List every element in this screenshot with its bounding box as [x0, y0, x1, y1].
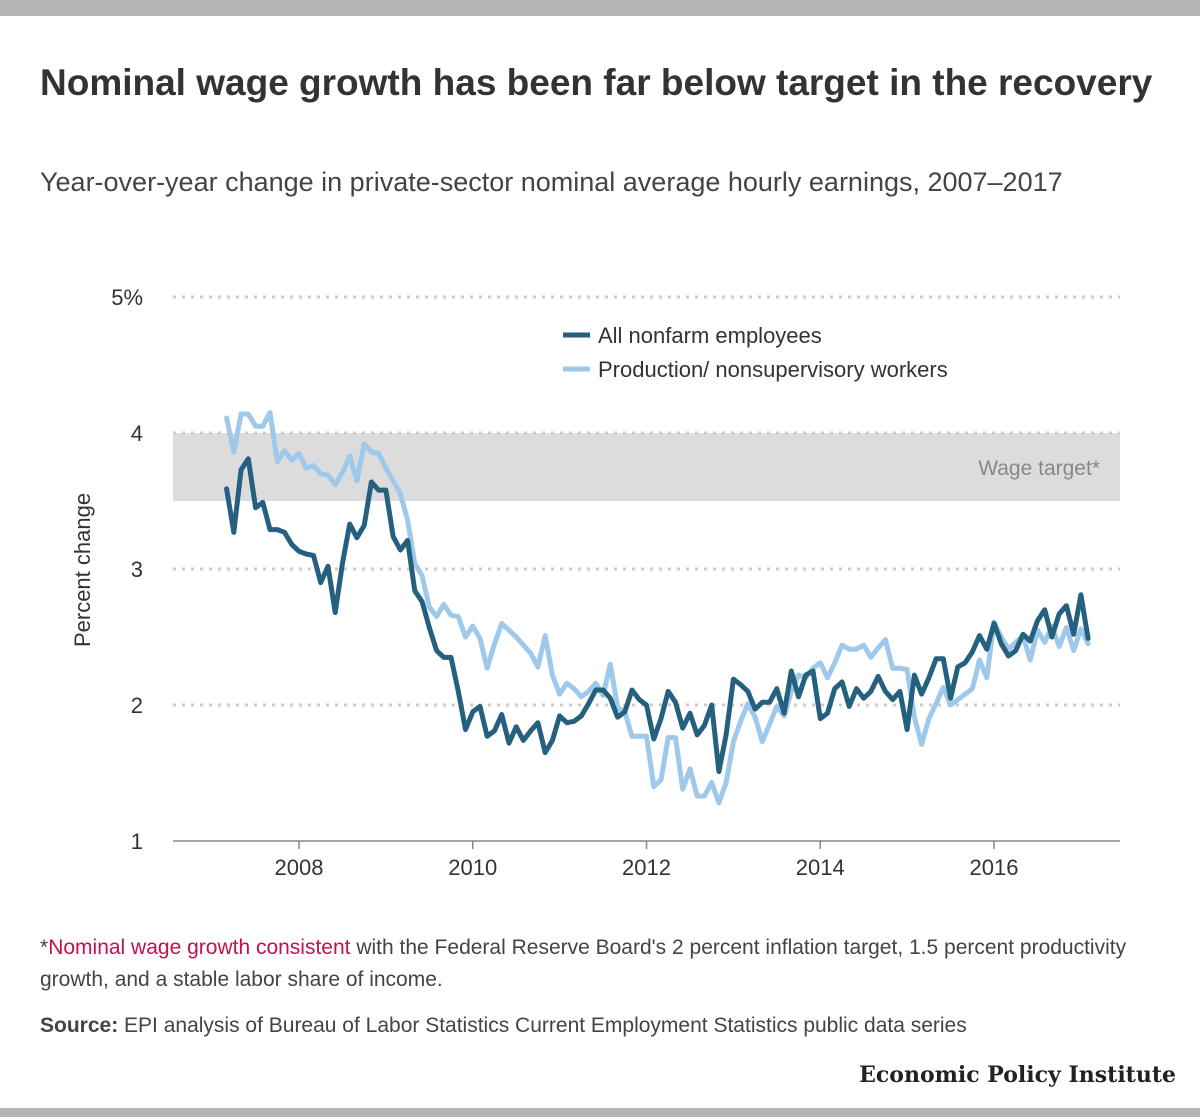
y-axis-label: Percent change — [70, 493, 95, 647]
y-tick-label: 2 — [131, 693, 143, 718]
chart-subtitle: Year-over-year change in private-sector … — [40, 167, 1063, 197]
bottom-border-bar — [0, 1108, 1200, 1117]
y-tick-label: 5% — [111, 285, 143, 310]
x-tick-label: 2016 — [970, 855, 1019, 880]
footnote-asterisk: * — [40, 936, 49, 959]
source-note: Source: EPI analysis of Bureau of Labor … — [40, 1011, 1160, 1041]
footnote-text: with the Federal Reserve Board's 2 perce… — [40, 936, 1127, 991]
y-tick-label: 4 — [131, 421, 143, 446]
source-text: EPI analysis of Bureau of Labor Statisti… — [118, 1014, 967, 1037]
line-chart: Wage target* 1 2 3 4 5% 2008 2010 2012 2014 2016… — [70, 285, 1120, 880]
legend-background — [548, 312, 1018, 392]
chart-title: Nominal wage growth has been far below t… — [40, 62, 1153, 103]
footnote: *Nominal wage growth consistent with the… — [40, 932, 1160, 996]
x-tick-label: 2010 — [448, 855, 497, 880]
source-label: Source: — [40, 1014, 119, 1037]
x-tick-label: 2012 — [622, 855, 671, 880]
y-tick-label: 3 — [131, 557, 143, 582]
chart-legend: All nonfarm employees Production/ nonsup… — [548, 312, 1018, 392]
legend-label-production: Production/ nonsupervisory workers — [598, 357, 948, 382]
wage-target-label: Wage target* — [978, 457, 1100, 480]
epi-logo: Economic Policy Institute — [859, 1062, 1176, 1088]
series-line-all-nonfarm — [224, 456, 1091, 775]
x-tick-label: 2008 — [275, 855, 324, 880]
wage-target-band — [173, 433, 1120, 501]
series-line-production — [224, 410, 1091, 806]
y-tick-label: 1 — [131, 829, 143, 854]
legend-label-all-nonfarm: All nonfarm employees — [598, 323, 822, 348]
x-tick-label: 2014 — [796, 855, 845, 880]
top-border-bar — [0, 0, 1200, 16]
footnote-link[interactable]: Nominal wage growth consistent — [48, 936, 351, 959]
